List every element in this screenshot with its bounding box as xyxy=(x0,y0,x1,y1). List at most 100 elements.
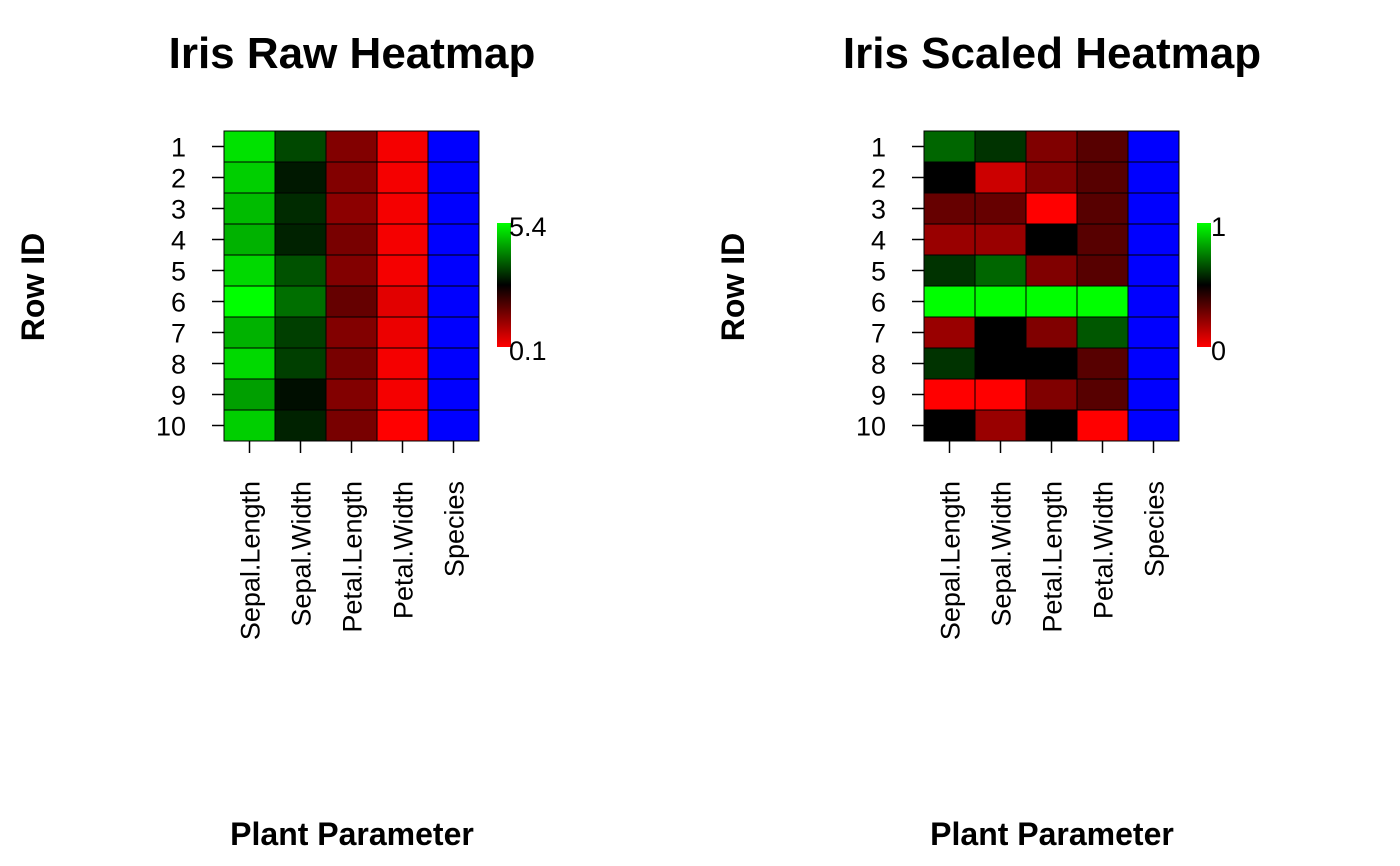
raw-heatmap-cell xyxy=(274,378,327,411)
scaled-heatmap-legend-max-label: 1 xyxy=(1211,212,1226,242)
raw-heatmap-cell xyxy=(223,223,276,256)
raw-heatmap-cell xyxy=(427,223,480,256)
raw-heatmap-cell xyxy=(376,223,429,256)
raw-heatmap-cell xyxy=(223,409,276,442)
raw-heatmap-cell xyxy=(376,192,429,225)
raw-heatmap-cell xyxy=(376,409,429,442)
scaled-heatmap-cell xyxy=(1025,409,1078,442)
scaled-heatmap-color-legend: 1 0 xyxy=(1197,212,1226,366)
scaled-heatmap-cell xyxy=(1025,316,1078,349)
raw-heatmap-row-tick-label: 7 xyxy=(171,319,186,349)
raw-heatmap-cell xyxy=(427,285,480,318)
raw-heatmap-cell xyxy=(325,316,378,349)
scaled-heatmap-row-tick-label: 6 xyxy=(871,288,886,318)
raw-heatmap-row-tick-label: 9 xyxy=(171,381,186,411)
scaled-heatmap-row-tick-label: 2 xyxy=(871,164,886,194)
scaled-heatmap-y-axis-title: Row ID xyxy=(715,233,751,341)
scaled-heatmap-cell xyxy=(1076,285,1129,318)
scaled-heatmap-column-tick-label: Sepal.Width xyxy=(987,481,1017,627)
scaled-heatmap-cell xyxy=(974,254,1027,287)
raw-heatmap-cell xyxy=(325,254,378,287)
raw-heatmap-legend-min-label: 0.1 xyxy=(509,336,547,366)
scaled-heatmap-cell xyxy=(974,347,1027,380)
scaled-heatmap-row-tick-label: 7 xyxy=(871,319,886,349)
raw-heatmap-cell xyxy=(223,378,276,411)
raw-heatmap-cell xyxy=(325,409,378,442)
scaled-heatmap-cell xyxy=(1025,130,1078,163)
scaled-heatmap-column-tick-label: Sepal.Length xyxy=(936,481,966,640)
raw-heatmap-legend-bar xyxy=(497,223,511,347)
scaled-heatmap-cell xyxy=(974,285,1027,318)
scaled-heatmap-cell xyxy=(974,223,1027,256)
raw-heatmap-cell xyxy=(376,130,429,163)
raw-heatmap-column-ticks: Sepal.Length Sepal.Width Petal.Length Petal… xyxy=(236,441,470,640)
raw-heatmap-x-axis-title: Plant Parameter xyxy=(230,816,474,852)
scaled-heatmap-cell xyxy=(1076,254,1129,287)
raw-heatmap-column-tick-label: Petal.Length xyxy=(338,481,368,633)
raw-heatmap-cell xyxy=(376,285,429,318)
scaled-heatmap-cell xyxy=(923,254,976,287)
scaled-heatmap-cell xyxy=(1127,223,1180,256)
scaled-heatmap-column-tick-label: Petal.Length xyxy=(1038,481,1068,633)
raw-heatmap-cell xyxy=(427,192,480,225)
scaled-heatmap-cell xyxy=(1076,192,1129,225)
scaled-heatmap-cell xyxy=(923,285,976,318)
scaled-heatmap-cells xyxy=(923,130,1180,442)
scaled-heatmap-column-tick-label: Species xyxy=(1140,481,1170,577)
raw-heatmap-color-legend: 5.4 0.1 xyxy=(497,212,547,366)
scaled-heatmap-cell xyxy=(974,130,1027,163)
raw-heatmap-cell xyxy=(376,161,429,194)
scaled-heatmap-cell xyxy=(1076,316,1129,349)
raw-heatmap-title: Iris Raw Heatmap xyxy=(169,29,536,78)
raw-heatmap-cell xyxy=(274,254,327,287)
scaled-heatmap-cell xyxy=(1076,347,1129,380)
raw-heatmap-cell xyxy=(223,130,276,163)
raw-heatmap-cell xyxy=(427,409,480,442)
scaled-heatmap-cell xyxy=(923,378,976,411)
raw-heatmap-row-tick-label: 6 xyxy=(171,288,186,318)
raw-heatmap-cell xyxy=(223,192,276,225)
raw-heatmap-cell xyxy=(274,161,327,194)
scaled-heatmap-cell xyxy=(1127,285,1180,318)
scaled-heatmap-cell xyxy=(1127,409,1180,442)
raw-heatmap-cell xyxy=(376,347,429,380)
raw-heatmap-cells xyxy=(223,130,480,442)
raw-heatmap-row-tick-label: 5 xyxy=(171,257,186,287)
raw-heatmap-cell xyxy=(274,285,327,318)
scaled-heatmap-cell xyxy=(1127,192,1180,225)
scaled-heatmap-x-axis-title: Plant Parameter xyxy=(930,816,1174,852)
scaled-heatmap-column-ticks: Sepal.Length Sepal.Width Petal.Length Petal… xyxy=(936,441,1170,640)
scaled-heatmap-cell xyxy=(1076,130,1129,163)
scaled-heatmap-row-tick-label: 1 xyxy=(871,133,886,163)
scaled-heatmap-cell xyxy=(974,192,1027,225)
raw-heatmap-legend-max-label: 5.4 xyxy=(509,212,547,242)
scaled-heatmap-cell xyxy=(1025,378,1078,411)
raw-heatmap-cell xyxy=(325,130,378,163)
raw-heatmap-cell xyxy=(325,161,378,194)
scaled-heatmap-row-tick-label: 3 xyxy=(871,195,886,225)
raw-heatmap-cell xyxy=(325,285,378,318)
raw-heatmap-cell xyxy=(223,161,276,194)
scaled-heatmap-cell xyxy=(1076,378,1129,411)
raw-heatmap-column-tick-label: Petal.Width xyxy=(389,481,419,619)
raw-heatmap-cell xyxy=(376,378,429,411)
raw-heatmap-cell xyxy=(325,378,378,411)
scaled-heatmap-cell xyxy=(1127,378,1180,411)
raw-heatmap-cell xyxy=(427,254,480,287)
raw-heatmap-cell xyxy=(274,130,327,163)
raw-heatmap-column-tick-label: Species xyxy=(440,481,470,577)
scaled-heatmap-cell xyxy=(1076,223,1129,256)
raw-heatmap-cell xyxy=(427,316,480,349)
raw-heatmap-cell xyxy=(223,347,276,380)
raw-heatmap-row-tick-label: 10 xyxy=(156,412,186,442)
scaled-heatmap-cell xyxy=(1025,223,1078,256)
raw-heatmap-cell xyxy=(274,409,327,442)
scaled-heatmap-cell xyxy=(1025,254,1078,287)
scaled-heatmap-cell xyxy=(923,223,976,256)
raw-heatmap-cell xyxy=(325,347,378,380)
scaled-heatmap-row-tick-label: 4 xyxy=(871,226,886,256)
scaled-heatmap-cell xyxy=(923,130,976,163)
scaled-heatmap-cell xyxy=(1127,130,1180,163)
